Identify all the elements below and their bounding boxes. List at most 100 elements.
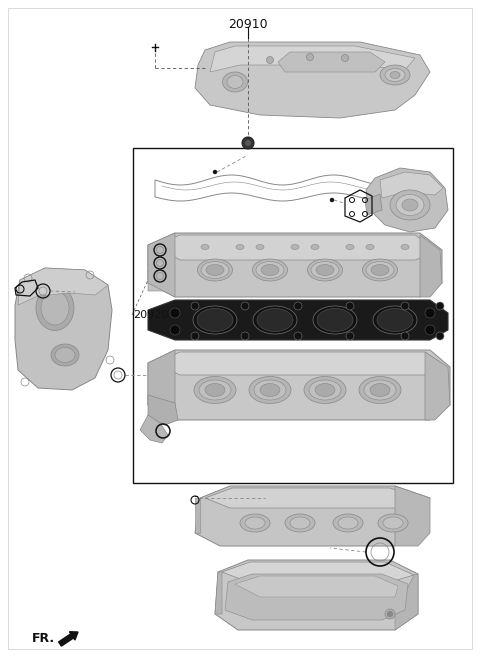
Polygon shape xyxy=(395,486,430,546)
Circle shape xyxy=(341,55,348,62)
Circle shape xyxy=(266,57,274,64)
Ellipse shape xyxy=(51,344,79,366)
Ellipse shape xyxy=(257,309,293,332)
Ellipse shape xyxy=(254,380,286,400)
Ellipse shape xyxy=(223,72,248,92)
Ellipse shape xyxy=(373,306,417,334)
Ellipse shape xyxy=(402,199,418,211)
Polygon shape xyxy=(148,233,175,297)
Polygon shape xyxy=(15,268,112,390)
Ellipse shape xyxy=(256,244,264,250)
Circle shape xyxy=(436,332,444,340)
Ellipse shape xyxy=(290,517,310,529)
Ellipse shape xyxy=(364,380,396,400)
Circle shape xyxy=(346,302,354,310)
Ellipse shape xyxy=(370,384,390,397)
Ellipse shape xyxy=(36,286,74,330)
Ellipse shape xyxy=(41,291,69,325)
Ellipse shape xyxy=(377,309,413,332)
Ellipse shape xyxy=(197,309,233,332)
Ellipse shape xyxy=(315,384,335,397)
Polygon shape xyxy=(222,562,414,582)
Ellipse shape xyxy=(193,306,237,334)
Circle shape xyxy=(436,302,444,310)
Polygon shape xyxy=(195,42,430,118)
Ellipse shape xyxy=(396,194,424,215)
Polygon shape xyxy=(195,498,200,533)
Polygon shape xyxy=(148,300,448,340)
Polygon shape xyxy=(278,52,385,72)
Circle shape xyxy=(294,332,302,340)
Ellipse shape xyxy=(249,376,291,403)
Ellipse shape xyxy=(366,244,374,250)
Polygon shape xyxy=(215,560,418,630)
Circle shape xyxy=(244,139,252,147)
Circle shape xyxy=(191,332,199,340)
Ellipse shape xyxy=(309,380,341,400)
Polygon shape xyxy=(140,415,168,443)
Ellipse shape xyxy=(201,244,209,250)
Polygon shape xyxy=(225,574,408,620)
Ellipse shape xyxy=(205,384,225,397)
Polygon shape xyxy=(195,486,430,546)
Ellipse shape xyxy=(291,244,299,250)
Ellipse shape xyxy=(261,265,279,275)
Ellipse shape xyxy=(240,514,270,532)
Polygon shape xyxy=(148,266,175,279)
Polygon shape xyxy=(425,352,450,420)
Polygon shape xyxy=(365,194,382,215)
Ellipse shape xyxy=(371,265,389,275)
Circle shape xyxy=(307,53,313,60)
Ellipse shape xyxy=(285,514,315,532)
FancyArrow shape xyxy=(59,632,78,646)
Ellipse shape xyxy=(401,244,409,250)
Ellipse shape xyxy=(199,380,231,400)
Ellipse shape xyxy=(304,376,346,403)
Ellipse shape xyxy=(252,259,288,281)
Circle shape xyxy=(346,332,354,340)
Ellipse shape xyxy=(316,265,334,275)
Polygon shape xyxy=(215,572,222,614)
Polygon shape xyxy=(205,488,425,508)
Text: FR.: FR. xyxy=(32,631,55,645)
Text: 20920: 20920 xyxy=(133,310,168,320)
Circle shape xyxy=(242,137,254,149)
Circle shape xyxy=(170,325,180,335)
Polygon shape xyxy=(148,242,175,255)
Circle shape xyxy=(385,609,395,619)
Circle shape xyxy=(191,302,199,310)
Circle shape xyxy=(425,308,435,318)
Ellipse shape xyxy=(380,65,410,85)
Polygon shape xyxy=(155,352,445,375)
Circle shape xyxy=(170,308,180,318)
Ellipse shape xyxy=(390,72,400,78)
Text: 20910: 20910 xyxy=(228,18,268,31)
Polygon shape xyxy=(155,235,438,260)
Polygon shape xyxy=(380,172,443,198)
Polygon shape xyxy=(366,168,448,232)
Polygon shape xyxy=(235,576,398,597)
Ellipse shape xyxy=(206,265,224,275)
Polygon shape xyxy=(148,350,450,420)
Circle shape xyxy=(213,170,217,174)
Ellipse shape xyxy=(313,306,357,334)
Polygon shape xyxy=(148,233,442,297)
Polygon shape xyxy=(148,395,178,425)
Ellipse shape xyxy=(333,514,363,532)
Ellipse shape xyxy=(311,244,319,250)
Ellipse shape xyxy=(362,259,397,281)
Circle shape xyxy=(387,611,393,617)
Ellipse shape xyxy=(256,261,284,279)
Ellipse shape xyxy=(317,309,353,332)
Bar xyxy=(133,148,453,483)
Polygon shape xyxy=(210,46,415,72)
Ellipse shape xyxy=(197,259,232,281)
Ellipse shape xyxy=(227,76,243,89)
Circle shape xyxy=(401,302,409,310)
Ellipse shape xyxy=(236,244,244,250)
Polygon shape xyxy=(395,574,418,630)
Circle shape xyxy=(401,332,409,340)
Ellipse shape xyxy=(308,259,343,281)
Polygon shape xyxy=(148,254,175,267)
Circle shape xyxy=(294,302,302,310)
